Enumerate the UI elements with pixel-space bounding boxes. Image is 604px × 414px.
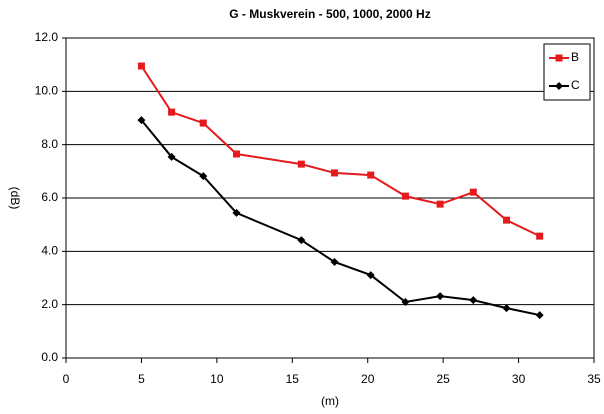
marker	[330, 258, 339, 266]
marker	[401, 298, 410, 306]
chart-title: G - Muskverein - 500, 1000, 2000 Hz	[229, 7, 430, 21]
marker	[469, 188, 477, 196]
marker	[503, 216, 511, 224]
marker	[167, 152, 176, 161]
marker	[536, 232, 544, 240]
marker	[137, 62, 145, 70]
marker	[502, 304, 511, 313]
x-tick-label: 30	[512, 372, 526, 386]
y-tick-label: 10.0	[35, 84, 59, 98]
marker	[199, 172, 208, 181]
marker	[367, 171, 375, 179]
marker	[297, 160, 305, 168]
legend-label: C	[571, 78, 580, 92]
y-tick-label: 6.0	[41, 190, 58, 204]
marker	[137, 116, 146, 125]
legend-marker	[555, 54, 563, 62]
x-tick-label: 10	[210, 372, 224, 386]
marker	[436, 292, 445, 301]
marker	[331, 169, 339, 177]
y-tick-label: 12.0	[35, 30, 59, 44]
marker	[535, 311, 544, 320]
y-tick-label: 0.0	[41, 350, 58, 364]
plot-area	[65, 37, 595, 359]
marker	[232, 208, 241, 217]
marker	[232, 150, 240, 158]
marker	[366, 271, 375, 280]
marker	[401, 192, 409, 200]
marker	[469, 296, 478, 305]
x-tick-label: 25	[436, 372, 450, 386]
x-tick-label: 5	[138, 372, 145, 386]
marker	[199, 119, 207, 127]
x-tick-label: 15	[286, 372, 300, 386]
marker	[297, 236, 306, 245]
legend-box	[543, 43, 591, 101]
marker	[168, 108, 176, 116]
legend-marker	[555, 82, 563, 90]
series-line	[140, 65, 541, 238]
legend-label: B	[571, 50, 579, 64]
y-tick-label: 2.0	[41, 297, 58, 311]
marker	[436, 200, 444, 208]
x-tick-label: 0	[63, 372, 70, 386]
x-axis-label: (m)	[321, 394, 339, 408]
x-tick-label: 20	[361, 372, 375, 386]
series-line	[140, 119, 540, 317]
x-tick-label: 35	[587, 372, 601, 386]
y-axis-label: (dB)	[8, 187, 22, 210]
y-tick-label: 8.0	[41, 137, 58, 151]
y-tick-label: 4.0	[41, 244, 58, 258]
